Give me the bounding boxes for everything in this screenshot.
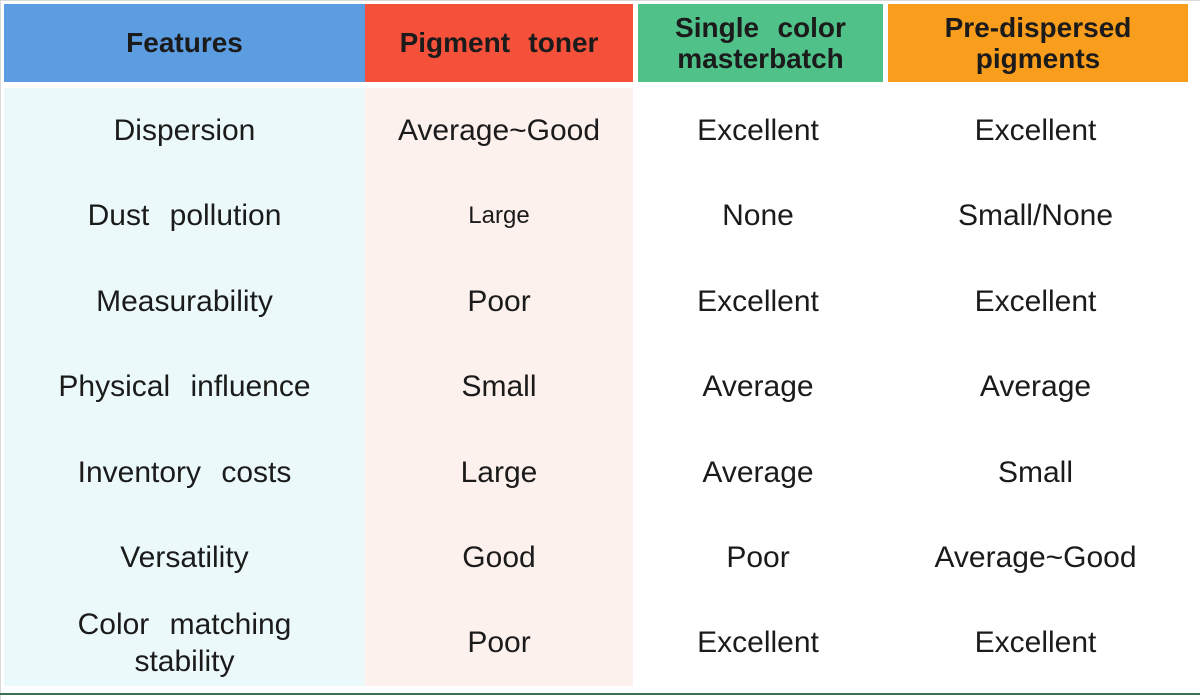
cell-single-color-masterbatch: Excellent bbox=[633, 600, 883, 686]
cell-feature: Versatility bbox=[4, 514, 365, 601]
cell-single-color-masterbatch: Poor bbox=[633, 514, 883, 601]
table-row: Dispersion Average~Good Excellent Excell… bbox=[4, 88, 1188, 174]
cell-pigment-toner: Large bbox=[365, 429, 633, 515]
table-row: Measurability Poor Excellent Excellent bbox=[4, 258, 1188, 345]
cell-pre-dispersed-pigments: Small/None bbox=[883, 173, 1188, 259]
header-cell-pigment-toner: Pigment toner bbox=[365, 4, 633, 82]
cell-feature: Color matching stability bbox=[4, 600, 365, 686]
cell-single-color-masterbatch: Excellent bbox=[633, 88, 883, 174]
cell-pigment-toner: Poor bbox=[365, 258, 633, 345]
comparison-table: Features Pigment toner Single color mast… bbox=[4, 4, 1188, 686]
cell-feature: Dispersion bbox=[4, 88, 365, 174]
cell-pigment-toner: Average~Good bbox=[365, 88, 633, 174]
table-row: Dust pollution Large None Small/None bbox=[4, 173, 1188, 259]
table-row: Physical influence Small Average Average bbox=[4, 344, 1188, 430]
cell-single-color-masterbatch: Average bbox=[633, 344, 883, 430]
cell-single-color-masterbatch: Excellent bbox=[633, 258, 883, 345]
cell-pre-dispersed-pigments: Excellent bbox=[883, 600, 1188, 686]
table-row: Inventory costs Large Average Small bbox=[4, 429, 1188, 515]
cell-pigment-toner: Good bbox=[365, 514, 633, 601]
cell-single-color-masterbatch: None bbox=[633, 173, 883, 259]
cell-pigment-toner: Large bbox=[365, 173, 633, 259]
header-cell-pre-dispersed-pigments: Pre-dispersed pigments bbox=[888, 4, 1188, 82]
table-header-row: Features Pigment toner Single color mast… bbox=[4, 4, 1188, 82]
cell-pigment-toner: Poor bbox=[365, 600, 633, 686]
cell-pre-dispersed-pigments: Small bbox=[883, 429, 1188, 515]
header-cell-single-color-masterbatch: Single color masterbatch bbox=[638, 4, 883, 82]
table-row: Versatility Good Poor Average~Good bbox=[4, 514, 1188, 601]
cell-feature: Inventory costs bbox=[4, 429, 365, 515]
bottom-rule bbox=[0, 693, 1200, 695]
table-body: Dispersion Average~Good Excellent Excell… bbox=[4, 88, 1188, 686]
cell-pre-dispersed-pigments: Average bbox=[883, 344, 1188, 430]
cell-pre-dispersed-pigments: Average~Good bbox=[883, 514, 1188, 601]
cell-pre-dispersed-pigments: Excellent bbox=[883, 258, 1188, 345]
cell-pigment-toner: Small bbox=[365, 344, 633, 430]
cell-pre-dispersed-pigments: Excellent bbox=[883, 88, 1188, 174]
cell-feature: Dust pollution bbox=[4, 173, 365, 259]
cell-feature: Measurability bbox=[4, 258, 365, 345]
cell-feature: Physical influence bbox=[4, 344, 365, 430]
header-cell-features: Features bbox=[4, 4, 365, 82]
table-row: Color matching stability Poor Excellent … bbox=[4, 600, 1188, 686]
cell-single-color-masterbatch: Average bbox=[633, 429, 883, 515]
